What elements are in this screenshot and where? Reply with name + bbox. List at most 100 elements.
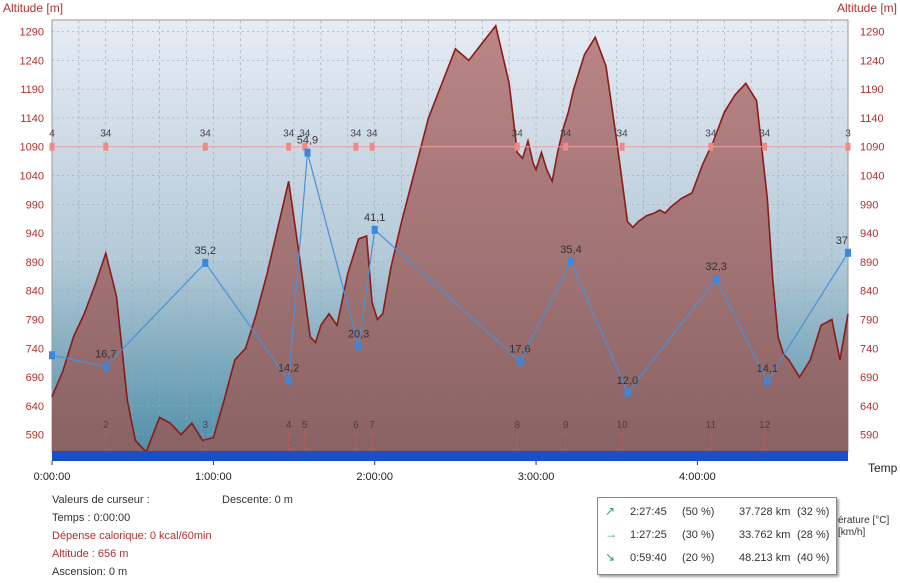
speed-legend-fragment: [km/h] <box>838 527 866 538</box>
stats-time-pct: (30 %) <box>682 529 715 541</box>
temperature-label: 34 <box>283 129 295 140</box>
speed-label: 12,0 <box>617 375 638 387</box>
temperature-label: 34 <box>350 129 362 140</box>
speed-point <box>304 148 311 157</box>
temperature-label: 34 <box>366 129 378 140</box>
lap-marker-label: 5 <box>302 420 308 431</box>
cursor-altitude: Altitude : 656 m <box>52 548 129 560</box>
speed-point <box>202 258 209 267</box>
stats-row-ascent: ↗ 2:27:45 (50 %) 37.728 km (32 %) <box>598 504 836 522</box>
y-tick-label: 640 <box>26 401 44 413</box>
altitude-fill <box>52 25 848 452</box>
speed-label: 54,9 <box>297 135 318 147</box>
cursor-ascent: Ascension: 0 m <box>52 566 128 578</box>
y-axis-left-ticks: 590 640 690 740 790 840 890 940 990 1040 1090 1140 1… <box>20 27 44 442</box>
speed-label: 35,2 <box>195 245 216 257</box>
lap-marker-label: 2 <box>103 420 109 431</box>
stats-time: 1:27:25 <box>630 529 667 541</box>
x-axis-title: Temp <box>868 461 898 475</box>
right-axis-title: Altitude [m] <box>836 1 897 15</box>
y-tick-label: 790 <box>26 315 44 327</box>
temperature-point <box>514 142 520 151</box>
y-tick-label: 640 <box>860 401 878 413</box>
y-tick-label: 1240 <box>860 55 884 67</box>
speed-point <box>49 351 55 360</box>
speed-point <box>568 257 575 266</box>
y-tick-label: 840 <box>860 286 878 298</box>
altitude-line <box>51 23 849 454</box>
speed-point <box>845 248 851 257</box>
temperature-point <box>302 142 308 151</box>
stats-row-flat: → 1:27:25 (30 %) 33.762 km (28 %) <box>598 527 836 545</box>
lap-markers: 2 3 4 5 6 7 8 9 10 11 12 <box>103 420 771 450</box>
lap-marker-label: 3 <box>203 420 209 431</box>
x-tick-label: 1:00:00 <box>195 471 232 483</box>
y-tick-label: 1040 <box>20 171 44 183</box>
temperature-point <box>563 142 569 151</box>
y-tick-label: 1140 <box>860 113 884 125</box>
temperature-point <box>845 142 851 151</box>
speed-label: 41,1 <box>364 212 385 224</box>
y-tick-label: 890 <box>26 257 44 269</box>
speed-label: 32,3 <box>706 261 727 273</box>
speed-point <box>102 362 109 371</box>
speed-label: 20,3 <box>348 328 369 340</box>
y-tick-label: 1040 <box>860 171 884 183</box>
y-tick-label: 590 <box>860 430 878 442</box>
arrow-right-icon: → <box>605 527 617 541</box>
y-tick-label: 1140 <box>20 113 44 125</box>
speed-point <box>764 377 771 386</box>
lap-marker-label: 12 <box>759 420 771 431</box>
stats-distance-pct: (40 %) <box>797 552 830 564</box>
temperature-point <box>286 142 292 151</box>
time-bar[interactable] <box>52 451 848 461</box>
y-tick-label: 1190 <box>860 84 884 96</box>
y-tick-label: 740 <box>26 343 44 355</box>
temperature-label: 34 <box>299 129 311 140</box>
temperature-label: 34 <box>759 129 771 140</box>
speed-label: 14,1 <box>757 363 778 375</box>
left-axis-title: Altitude [m] <box>3 1 64 15</box>
temperature-label: 34 <box>512 129 524 140</box>
temperature-point <box>49 142 55 151</box>
speed-point <box>285 376 292 385</box>
lap-marker-label: 6 <box>353 420 359 431</box>
speed-label: 16,7 <box>95 348 116 360</box>
stats-time: 2:27:45 <box>630 506 667 518</box>
y-tick-label: 890 <box>860 257 878 269</box>
stats-distance: 37.728 km <box>739 506 791 518</box>
y-tick-label: 1090 <box>860 142 884 154</box>
x-tick-label: 2:00:00 <box>356 471 393 483</box>
stats-time-pct: (50 %) <box>682 506 715 518</box>
temperature-label: 34 <box>560 129 572 140</box>
x-tick-label: 3:00:00 <box>518 471 555 483</box>
temperature-label: 34 <box>705 129 717 140</box>
speed-point <box>713 275 720 284</box>
y-tick-label: 1190 <box>20 84 44 96</box>
y-tick-label: 990 <box>860 199 878 211</box>
y-tick-label: 1090 <box>20 142 44 154</box>
y-tick-label: 840 <box>26 286 44 298</box>
stats-distance-pct: (32 %) <box>797 506 830 518</box>
speed-label: 14,2 <box>278 362 299 374</box>
speed-point <box>371 225 378 234</box>
stats-distance: 48.213 km <box>739 552 791 564</box>
altitude-area <box>51 23 849 454</box>
temperature-point <box>369 142 375 151</box>
y-tick-label: 1290 <box>860 27 884 39</box>
temperature-point <box>202 142 208 151</box>
temperature-point <box>353 142 359 151</box>
lap-marker-label: 4 <box>286 420 292 431</box>
x-tick-label: 4:00:00 <box>679 471 716 483</box>
lap-marker-label: 11 <box>706 420 717 431</box>
lap-marker-label: 10 <box>617 420 629 431</box>
stats-row-descent: ↘ 0:59:40 (20 %) 48.213 km (40 %) <box>598 550 836 568</box>
temperature-label: 34 <box>200 129 212 140</box>
stats-time-pct: (20 %) <box>682 552 715 564</box>
temperature-point <box>762 142 768 151</box>
y-tick-label: 590 <box>26 430 44 442</box>
y-tick-label: 1240 <box>20 55 44 67</box>
temperature-label: 4 <box>49 129 55 140</box>
stats-distance: 33.762 km <box>739 529 791 541</box>
